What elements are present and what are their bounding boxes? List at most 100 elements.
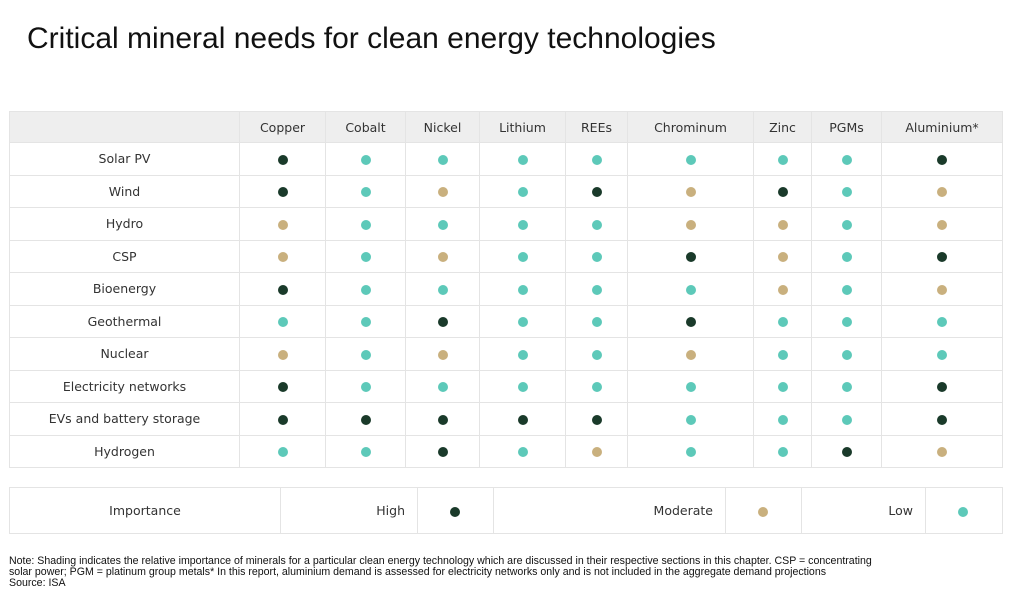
- table-row: Bioenergy: [9, 272, 1003, 306]
- high-dot-icon: [277, 414, 288, 425]
- low-dot-icon: [360, 317, 371, 328]
- high-dot-icon: [841, 447, 852, 458]
- table-row: Hydrogen: [9, 434, 1003, 468]
- importance-cell: [627, 304, 754, 338]
- legend-moderate-swatch: [725, 487, 802, 534]
- low-dot-icon: [277, 317, 288, 328]
- importance-cell: [753, 207, 812, 241]
- high-dot-icon: [591, 187, 602, 198]
- column-header: PGMs: [811, 111, 882, 143]
- importance-cell: [811, 272, 882, 306]
- importance-cell: [811, 434, 882, 468]
- high-dot-icon: [937, 382, 947, 393]
- importance-cell: [811, 207, 882, 241]
- row-label: Hydrogen: [9, 434, 240, 468]
- importance-cell: [811, 142, 882, 176]
- importance-cell: [565, 304, 628, 338]
- row-label: CSP: [9, 239, 240, 273]
- importance-cell: [881, 402, 1003, 436]
- moderate-dot-icon: [437, 349, 448, 360]
- moderate-dot-icon: [277, 349, 288, 360]
- low-dot-icon: [360, 382, 371, 393]
- high-dot-icon: [360, 414, 371, 425]
- importance-cell: [239, 272, 326, 306]
- importance-cell: [325, 434, 406, 468]
- importance-cell: [239, 304, 326, 338]
- low-dot-icon: [360, 187, 371, 198]
- moderate-dot-icon: [777, 219, 788, 230]
- row-label: Hydro: [9, 207, 240, 241]
- importance-cell: [881, 272, 1003, 306]
- importance-cell: [239, 369, 326, 403]
- low-dot-icon: [841, 382, 852, 393]
- importance-cell: [627, 174, 754, 208]
- low-dot-icon: [685, 382, 696, 393]
- footnote-line: solar power; PGM = platinum group metals…: [9, 566, 827, 578]
- importance-cell: [627, 142, 754, 176]
- importance-cell: [405, 304, 480, 338]
- importance-cell: [239, 142, 326, 176]
- low-dot-icon: [777, 382, 788, 393]
- low-dot-icon: [437, 154, 448, 165]
- importance-cell: [753, 304, 812, 338]
- moderate-dot-icon: [277, 252, 288, 263]
- table-row: Solar PV: [9, 142, 1003, 176]
- importance-cell: [405, 142, 480, 176]
- row-label: Solar PV: [9, 142, 240, 176]
- importance-cell: [881, 174, 1003, 208]
- importance-cell: [325, 142, 406, 176]
- low-dot-icon: [437, 284, 448, 295]
- legend-title: Importance: [9, 487, 281, 534]
- low-dot-icon: [777, 154, 788, 165]
- table-row: CSP: [9, 239, 1003, 273]
- table-row: Electricity networks: [9, 369, 1003, 403]
- low-dot-icon: [591, 349, 602, 360]
- low-dot-icon: [517, 219, 528, 230]
- importance-cell: [405, 434, 480, 468]
- importance-cell: [565, 337, 628, 371]
- moderate-dot-icon: [437, 252, 448, 263]
- low-dot-icon: [777, 317, 788, 328]
- importance-cell: [811, 239, 882, 273]
- moderate-dot-icon: [277, 219, 288, 230]
- importance-cell: [479, 174, 566, 208]
- importance-cell: [239, 337, 326, 371]
- importance-cell: [627, 369, 754, 403]
- importance-cell: [479, 337, 566, 371]
- high-dot-icon: [437, 447, 448, 458]
- moderate-dot-icon: [685, 219, 696, 230]
- low-dot-icon: [841, 219, 852, 230]
- low-dot-icon: [360, 284, 371, 295]
- low-dot-icon: [841, 252, 852, 263]
- footnote: Note: Shading indicates the relative imp…: [9, 556, 1019, 589]
- low-dot-icon: [360, 219, 371, 230]
- low-dot-icon: [360, 252, 371, 263]
- importance-cell: [325, 272, 406, 306]
- corner-cell: [9, 111, 240, 143]
- low-dot-icon: [360, 447, 371, 458]
- low-dot-icon: [685, 284, 696, 295]
- column-header: REEs: [565, 111, 628, 143]
- high-dot-icon: [685, 317, 696, 328]
- high-dot-icon: [277, 154, 288, 165]
- importance-cell: [239, 174, 326, 208]
- low-dot-icon: [437, 219, 448, 230]
- column-header: Copper: [239, 111, 326, 143]
- low-dot-icon: [841, 349, 852, 360]
- legend-low-label: Low: [801, 487, 926, 534]
- source-line: Source: ISA: [9, 577, 66, 589]
- importance-cell: [405, 337, 480, 371]
- high-dot-icon: [277, 382, 288, 393]
- importance-cell: [479, 402, 566, 436]
- low-dot-icon: [591, 317, 602, 328]
- moderate-dot-icon: [591, 447, 602, 458]
- low-dot-icon: [777, 349, 788, 360]
- low-dot-icon: [517, 317, 528, 328]
- column-header: Nickel: [405, 111, 480, 143]
- importance-cell: [239, 434, 326, 468]
- importance-cell: [325, 304, 406, 338]
- legend-low-swatch: [925, 487, 1003, 534]
- low-dot-icon: [517, 349, 528, 360]
- importance-cell: [753, 142, 812, 176]
- high-dot-icon: [937, 414, 947, 425]
